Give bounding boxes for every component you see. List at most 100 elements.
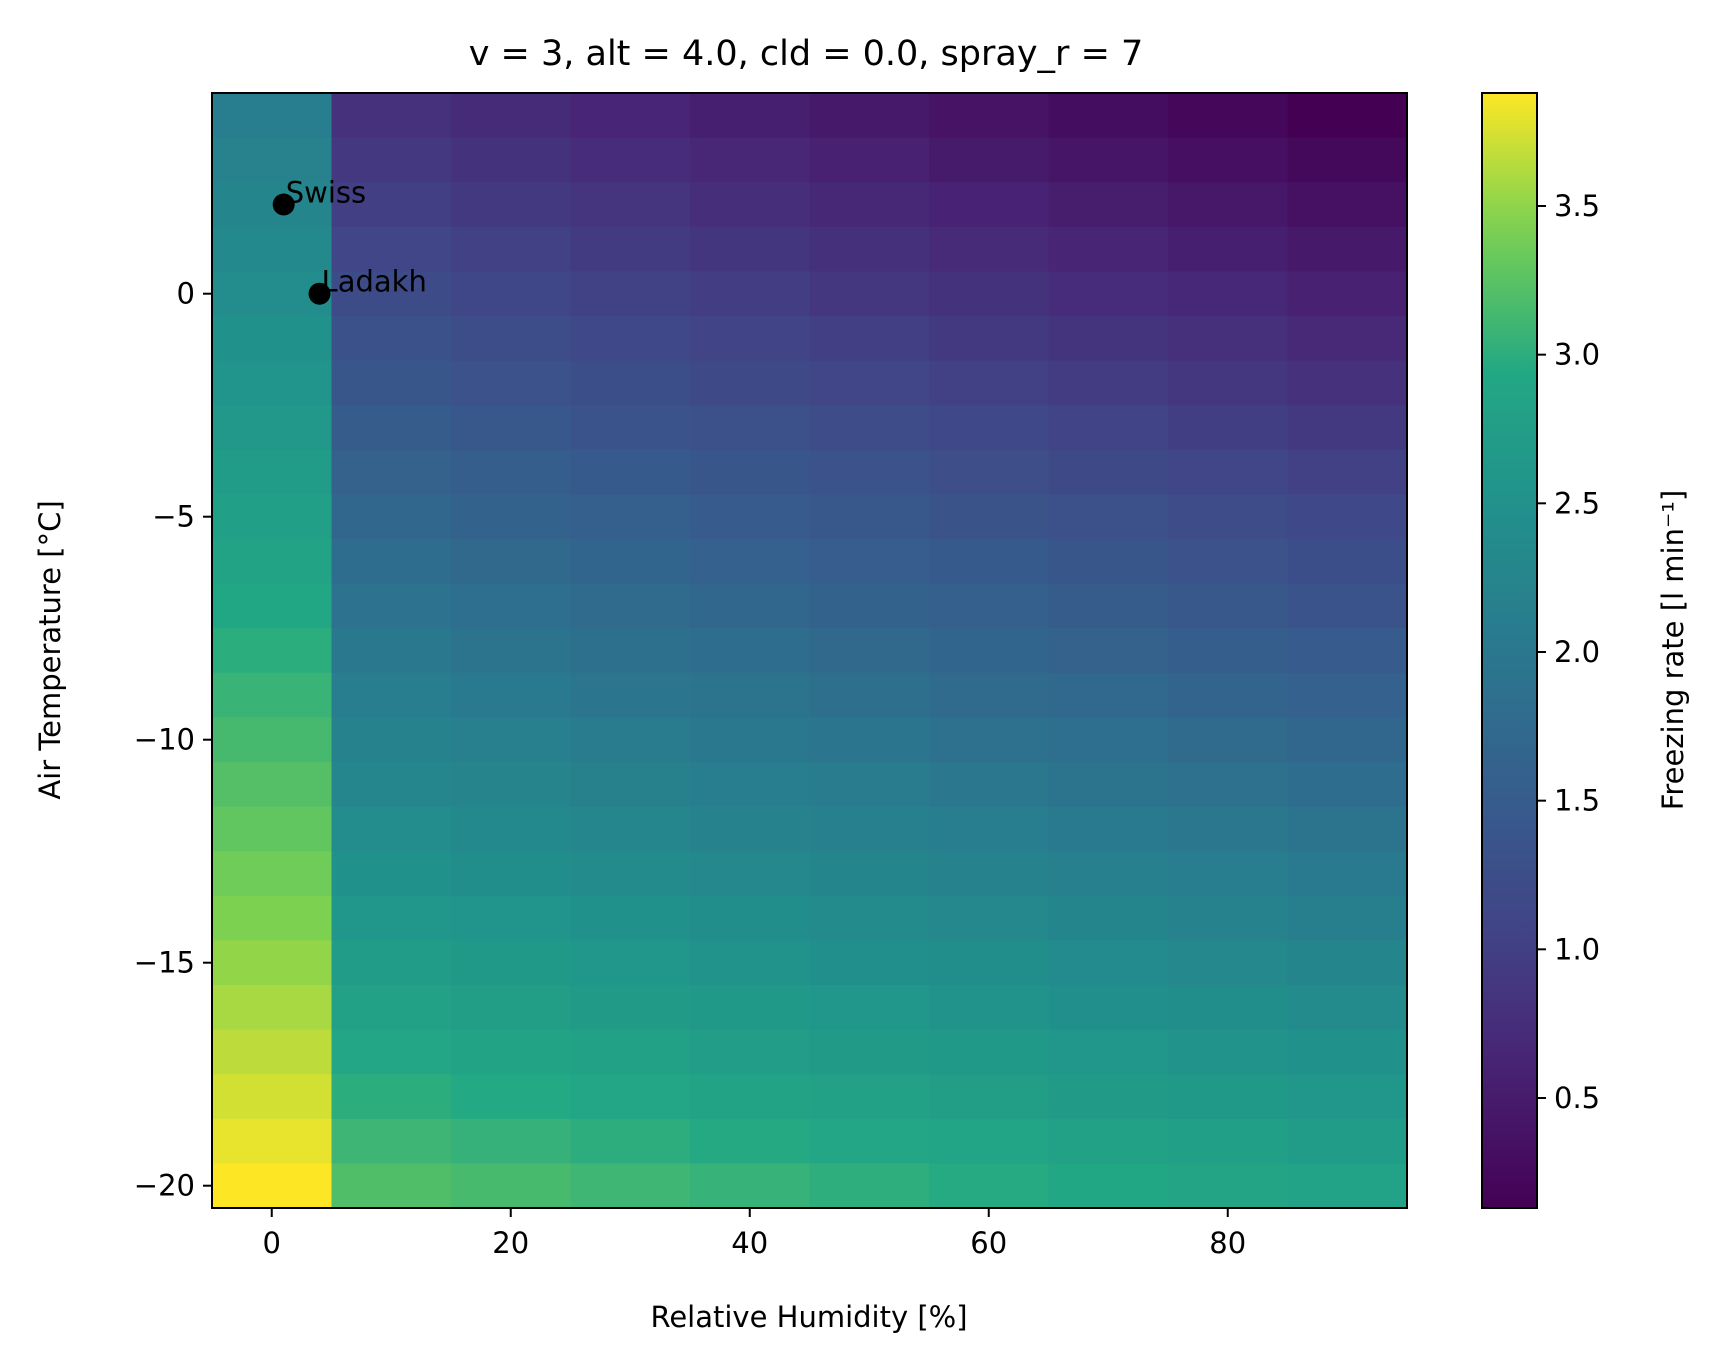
heatmap-cell xyxy=(929,717,1050,763)
heatmap-cell xyxy=(331,137,452,183)
heatmap-cell xyxy=(690,1118,811,1164)
x-tick-label: 40 xyxy=(731,1226,768,1260)
heatmap-cell xyxy=(331,271,452,317)
heatmap-cell xyxy=(570,360,691,406)
heatmap-cell xyxy=(690,895,811,941)
heatmap-cell xyxy=(451,717,572,763)
heatmap-cell xyxy=(331,226,452,272)
heatmap-cell xyxy=(809,182,930,228)
heatmap-cell xyxy=(1287,717,1408,763)
heatmap-cell xyxy=(1287,137,1408,183)
heatmap-cell xyxy=(451,1029,572,1075)
heatmap-cell xyxy=(929,583,1050,629)
heatmap-cell xyxy=(1168,271,1289,317)
heatmap-cell xyxy=(690,1029,811,1075)
heatmap-cell xyxy=(451,672,572,718)
heatmap-cell xyxy=(212,1029,333,1075)
colorbar-tick-label: 3.0 xyxy=(1554,338,1600,372)
heatmap-cell xyxy=(929,405,1050,451)
heatmap-cell xyxy=(570,539,691,585)
heatmap-cell xyxy=(331,672,452,718)
heatmap-cell xyxy=(570,1118,691,1164)
heatmap-cell xyxy=(1287,806,1408,852)
x-axis-label: Relative Humidity [%] xyxy=(650,1300,967,1334)
heatmap-cell xyxy=(570,405,691,451)
chart-title: v = 3, alt = 4.0, cld = 0.0, spray_r = 7 xyxy=(469,34,1144,74)
heatmap-cell xyxy=(1287,1029,1408,1075)
heatmap-cell xyxy=(1287,851,1408,897)
heatmap-cell xyxy=(570,717,691,763)
heatmap-cell xyxy=(809,628,930,674)
heatmap-cell xyxy=(929,494,1050,540)
heatmap-cell xyxy=(929,985,1050,1031)
heatmap-cell xyxy=(331,405,452,451)
plot-frame xyxy=(211,92,1408,1209)
heatmap-cell xyxy=(451,182,572,228)
y-tick-label: −15 xyxy=(134,946,195,980)
heatmap-cell xyxy=(331,93,452,139)
heatmap-cell xyxy=(331,182,452,228)
heatmap-cell xyxy=(809,360,930,406)
heatmap-cell xyxy=(929,93,1050,139)
heatmap-cell xyxy=(929,1074,1050,1120)
heatmap-cell xyxy=(929,762,1050,808)
heatmap-cell xyxy=(570,494,691,540)
heatmap-cell xyxy=(1048,405,1169,451)
heatmap-cell xyxy=(809,985,930,1031)
heatmap-cell xyxy=(1287,494,1408,540)
heatmap-cell xyxy=(212,583,333,629)
heatmap-cell xyxy=(690,360,811,406)
heatmap-cell xyxy=(1048,182,1169,228)
heatmap-cell xyxy=(212,985,333,1031)
heatmap-cell xyxy=(451,539,572,585)
heatmap-cell xyxy=(929,628,1050,674)
heatmap-cell xyxy=(570,985,691,1031)
heatmap-cell xyxy=(451,405,572,451)
heatmap-cell xyxy=(809,316,930,362)
heatmap-cell xyxy=(1048,717,1169,763)
heatmap-cell xyxy=(570,316,691,362)
heatmap-cell xyxy=(331,895,452,941)
heatmap-cell xyxy=(1048,226,1169,272)
heatmap xyxy=(212,93,1408,1209)
heatmap-cell xyxy=(929,182,1050,228)
heatmap-cell xyxy=(690,1163,811,1209)
heatmap-cell xyxy=(809,1163,930,1209)
heatmap-cell xyxy=(1168,360,1289,406)
heatmap-cell xyxy=(212,1074,333,1120)
heatmap-cell xyxy=(929,672,1050,718)
heatmap-cell xyxy=(1168,851,1289,897)
heatmap-cell xyxy=(1048,539,1169,585)
heatmap-cell xyxy=(809,405,930,451)
heatmap-cell xyxy=(1168,1163,1289,1209)
heatmap-cell xyxy=(1168,985,1289,1031)
heatmap-cell xyxy=(809,226,930,272)
heatmap-cell xyxy=(1287,226,1408,272)
heatmap-cell xyxy=(1168,717,1289,763)
heatmap-cell xyxy=(331,628,452,674)
heatmap-cell xyxy=(1168,93,1289,139)
heatmap-cell xyxy=(690,316,811,362)
heatmap-cell xyxy=(212,137,333,183)
heatmap-cell xyxy=(451,226,572,272)
heatmap-cell xyxy=(1048,895,1169,941)
heatmap-cell xyxy=(331,762,452,808)
heatmap-cell xyxy=(1168,182,1289,228)
heatmap-cell xyxy=(1287,360,1408,406)
point-swiss xyxy=(272,193,295,216)
heatmap-cell xyxy=(1287,940,1408,986)
heatmap-cell xyxy=(1287,539,1408,585)
heatmap-cell xyxy=(690,271,811,317)
heatmap-cell xyxy=(212,940,333,986)
heatmap-cell xyxy=(1048,851,1169,897)
heatmap-cell xyxy=(1287,182,1408,228)
heatmap-cell xyxy=(1287,895,1408,941)
heatmap-cell xyxy=(1168,539,1289,585)
heatmap-cell xyxy=(570,1029,691,1075)
heatmap-cell xyxy=(331,985,452,1031)
heatmap-cell xyxy=(809,93,930,139)
colorbar-tick-label: 1.0 xyxy=(1554,932,1600,966)
heatmap-cell xyxy=(809,672,930,718)
heatmap-cell xyxy=(451,449,572,495)
